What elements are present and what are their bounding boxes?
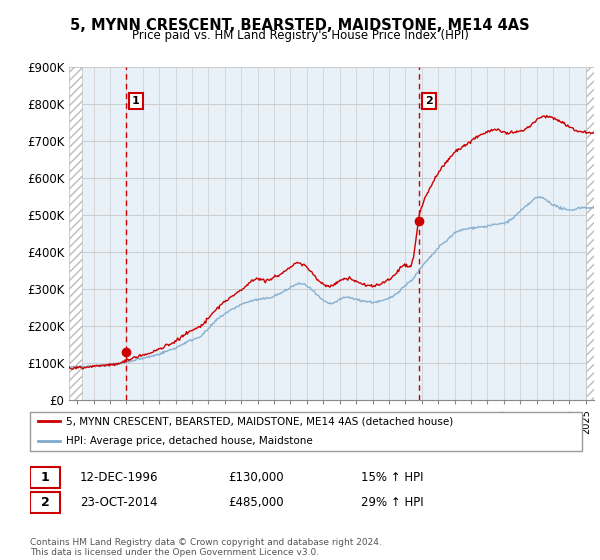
- Text: £485,000: £485,000: [229, 496, 284, 509]
- Text: 1: 1: [41, 472, 50, 484]
- Text: 12-DEC-1996: 12-DEC-1996: [80, 472, 158, 484]
- Text: 2: 2: [41, 496, 50, 509]
- Text: 5, MYNN CRESCENT, BEARSTED, MAIDSTONE, ME14 4AS: 5, MYNN CRESCENT, BEARSTED, MAIDSTONE, M…: [70, 18, 530, 33]
- Text: 23-OCT-2014: 23-OCT-2014: [80, 496, 157, 509]
- Text: 2: 2: [425, 96, 433, 106]
- Text: HPI: Average price, detached house, Maidstone: HPI: Average price, detached house, Maid…: [66, 436, 313, 446]
- FancyBboxPatch shape: [30, 467, 61, 488]
- Text: 15% ↑ HPI: 15% ↑ HPI: [361, 472, 424, 484]
- Text: 5, MYNN CRESCENT, BEARSTED, MAIDSTONE, ME14 4AS (detached house): 5, MYNN CRESCENT, BEARSTED, MAIDSTONE, M…: [66, 417, 453, 426]
- FancyBboxPatch shape: [30, 492, 61, 514]
- FancyBboxPatch shape: [30, 412, 582, 451]
- Text: Contains HM Land Registry data © Crown copyright and database right 2024.
This d: Contains HM Land Registry data © Crown c…: [30, 538, 382, 557]
- Text: £130,000: £130,000: [229, 472, 284, 484]
- Text: 29% ↑ HPI: 29% ↑ HPI: [361, 496, 424, 509]
- Text: 1: 1: [132, 96, 140, 106]
- Text: Price paid vs. HM Land Registry's House Price Index (HPI): Price paid vs. HM Land Registry's House …: [131, 29, 469, 42]
